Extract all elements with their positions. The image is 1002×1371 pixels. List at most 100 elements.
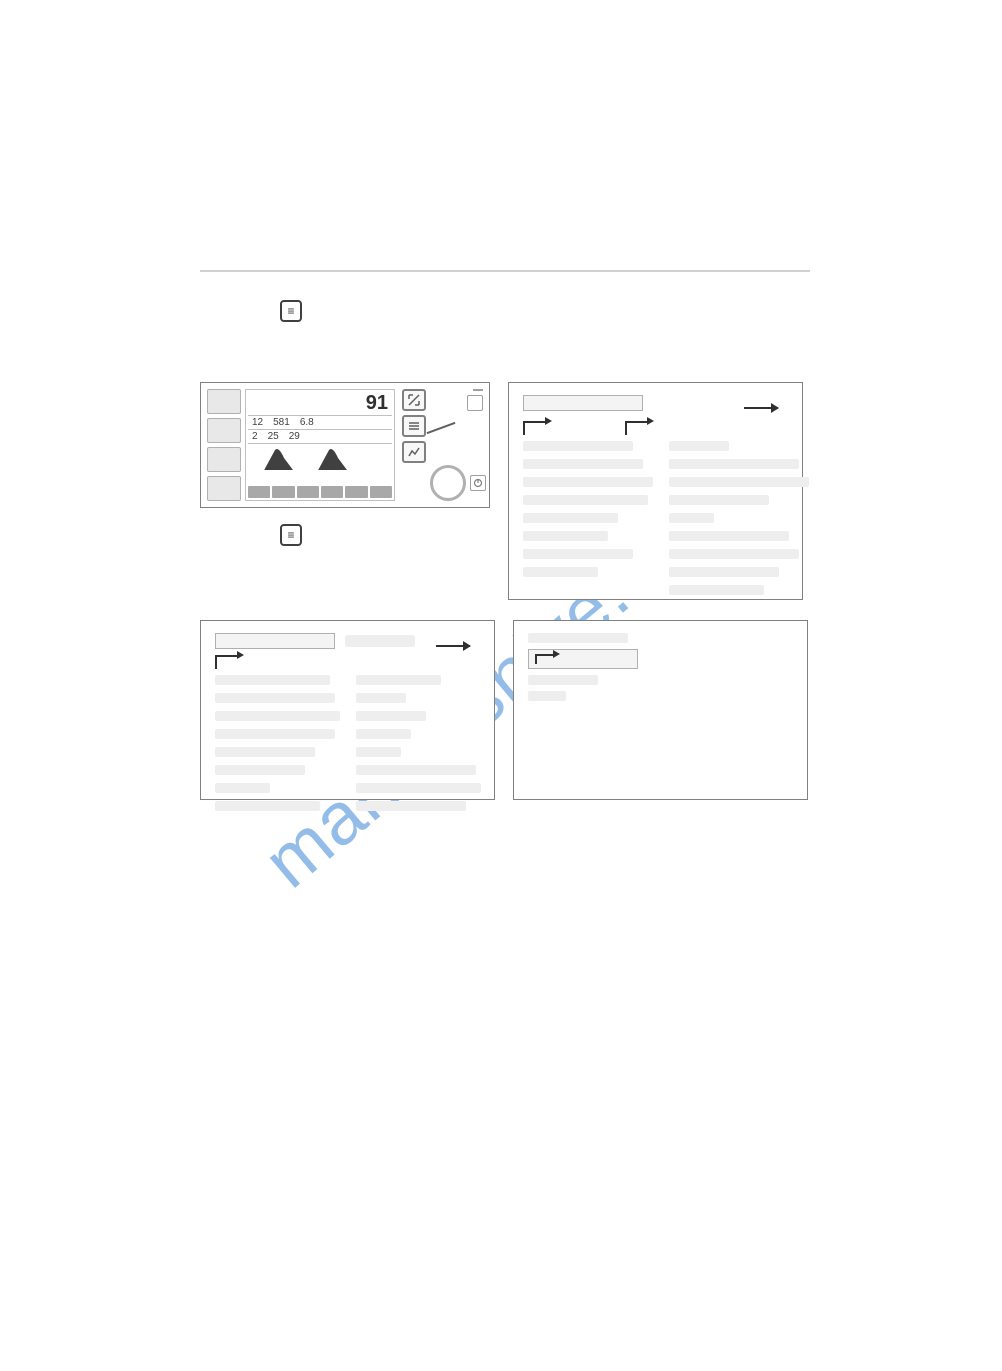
arrow-right-icon bbox=[744, 407, 778, 409]
arrow-corner-icon bbox=[625, 421, 647, 435]
menu-columns bbox=[523, 441, 788, 595]
soft-button[interactable] bbox=[272, 486, 294, 498]
menu-item[interactable] bbox=[669, 549, 799, 559]
menu-item[interactable] bbox=[669, 513, 714, 523]
config-icon: ≡ bbox=[280, 300, 302, 322]
config-icon-row: ≡ bbox=[280, 300, 810, 322]
menu-item[interactable] bbox=[356, 783, 481, 793]
left-button[interactable] bbox=[207, 418, 241, 443]
menu-item[interactable] bbox=[356, 693, 406, 703]
indicator-icon bbox=[473, 389, 483, 391]
menu-item[interactable] bbox=[215, 801, 320, 811]
waveform-area bbox=[248, 443, 392, 484]
menu-item[interactable] bbox=[215, 747, 315, 757]
menu-column bbox=[669, 441, 809, 595]
menu-label bbox=[345, 635, 415, 647]
device-screen: 91 12 581 6.8 2 25 29 bbox=[245, 389, 395, 501]
arrow-corner-icon bbox=[535, 654, 553, 664]
data-cell: 2 bbox=[252, 431, 258, 442]
soft-button[interactable] bbox=[248, 486, 270, 498]
menu-panel-3 bbox=[513, 620, 808, 800]
menu-item[interactable] bbox=[523, 513, 618, 523]
rotary-knob[interactable] bbox=[430, 465, 466, 501]
menu-panel-1 bbox=[508, 382, 803, 600]
menu-item[interactable] bbox=[215, 729, 335, 739]
screen-top-row: 91 bbox=[248, 392, 392, 415]
data-cell: 581 bbox=[273, 417, 290, 428]
menu-tab[interactable] bbox=[523, 395, 643, 411]
menu-item[interactable] bbox=[356, 675, 441, 685]
menu-item[interactable] bbox=[215, 675, 330, 685]
power-button[interactable] bbox=[470, 475, 486, 491]
menu-panel-2 bbox=[200, 620, 495, 800]
menu-item[interactable] bbox=[523, 477, 653, 487]
left-button[interactable] bbox=[207, 447, 241, 472]
menu-item[interactable] bbox=[523, 549, 633, 559]
menu-tab[interactable] bbox=[215, 633, 335, 649]
data-cell: 29 bbox=[289, 431, 300, 442]
power-icon bbox=[473, 478, 483, 488]
menu-column bbox=[356, 675, 481, 811]
menu-column bbox=[215, 675, 340, 811]
menu-item[interactable] bbox=[523, 441, 633, 451]
left-button-column bbox=[207, 389, 241, 501]
section-divider bbox=[200, 270, 810, 272]
menu-item[interactable] bbox=[356, 801, 466, 811]
row-2 bbox=[200, 620, 810, 800]
soft-button[interactable] bbox=[321, 486, 343, 498]
menu-item[interactable] bbox=[523, 531, 608, 541]
knob-column bbox=[433, 389, 483, 501]
soft-button-row bbox=[248, 484, 392, 498]
soft-button[interactable] bbox=[345, 486, 367, 498]
menu-item[interactable] bbox=[669, 567, 779, 577]
main-reading: 91 bbox=[366, 392, 388, 415]
arrow-corner-icon bbox=[523, 421, 545, 435]
left-button[interactable] bbox=[207, 389, 241, 414]
menu-item[interactable] bbox=[669, 495, 769, 505]
menu-item[interactable] bbox=[528, 675, 598, 685]
menu-column bbox=[523, 441, 653, 595]
menu-item[interactable] bbox=[669, 531, 789, 541]
data-cell: 25 bbox=[268, 431, 279, 442]
menu-item[interactable] bbox=[356, 711, 426, 721]
menu-item[interactable] bbox=[669, 441, 729, 451]
menu-item[interactable] bbox=[523, 459, 643, 469]
left-button[interactable] bbox=[207, 476, 241, 501]
menu-item[interactable] bbox=[669, 477, 809, 487]
config-icon: ≡ bbox=[280, 524, 302, 546]
data-row-2: 2 25 29 bbox=[248, 429, 392, 443]
expand-button[interactable] bbox=[402, 389, 426, 411]
menu-item[interactable] bbox=[215, 765, 305, 775]
config-button[interactable] bbox=[402, 415, 426, 437]
menu-item[interactable] bbox=[528, 691, 566, 701]
menu-item[interactable] bbox=[669, 459, 799, 469]
menu-item[interactable] bbox=[356, 729, 411, 739]
menu-header bbox=[523, 395, 788, 411]
aux-button[interactable] bbox=[467, 395, 483, 411]
menu-title bbox=[528, 633, 628, 643]
data-cell: 12 bbox=[252, 417, 263, 428]
menu-item[interactable] bbox=[215, 711, 340, 721]
menu-column bbox=[528, 675, 793, 701]
right-button-column bbox=[399, 389, 429, 501]
menu-item[interactable] bbox=[215, 693, 335, 703]
soft-button[interactable] bbox=[297, 486, 319, 498]
list-icon bbox=[408, 421, 420, 431]
chart-icon bbox=[408, 447, 420, 457]
menu-tab[interactable] bbox=[528, 649, 638, 669]
menu-item[interactable] bbox=[523, 495, 648, 505]
graph-button[interactable] bbox=[402, 441, 426, 463]
data-cell: 6.8 bbox=[300, 417, 314, 428]
soft-button[interactable] bbox=[370, 486, 392, 498]
expand-icon bbox=[408, 394, 420, 406]
waveform-icon bbox=[248, 444, 392, 472]
menu-item[interactable] bbox=[356, 747, 401, 757]
row-1: 91 12 581 6.8 2 25 29 bbox=[200, 382, 810, 600]
config-icon-row-2: ≡ bbox=[280, 524, 490, 546]
data-row-1: 12 581 6.8 bbox=[248, 415, 392, 429]
menu-item[interactable] bbox=[669, 585, 764, 595]
menu-item[interactable] bbox=[356, 765, 476, 775]
menu-item[interactable] bbox=[523, 567, 598, 577]
ventilator-device: 91 12 581 6.8 2 25 29 bbox=[200, 382, 490, 508]
menu-item[interactable] bbox=[215, 783, 270, 793]
